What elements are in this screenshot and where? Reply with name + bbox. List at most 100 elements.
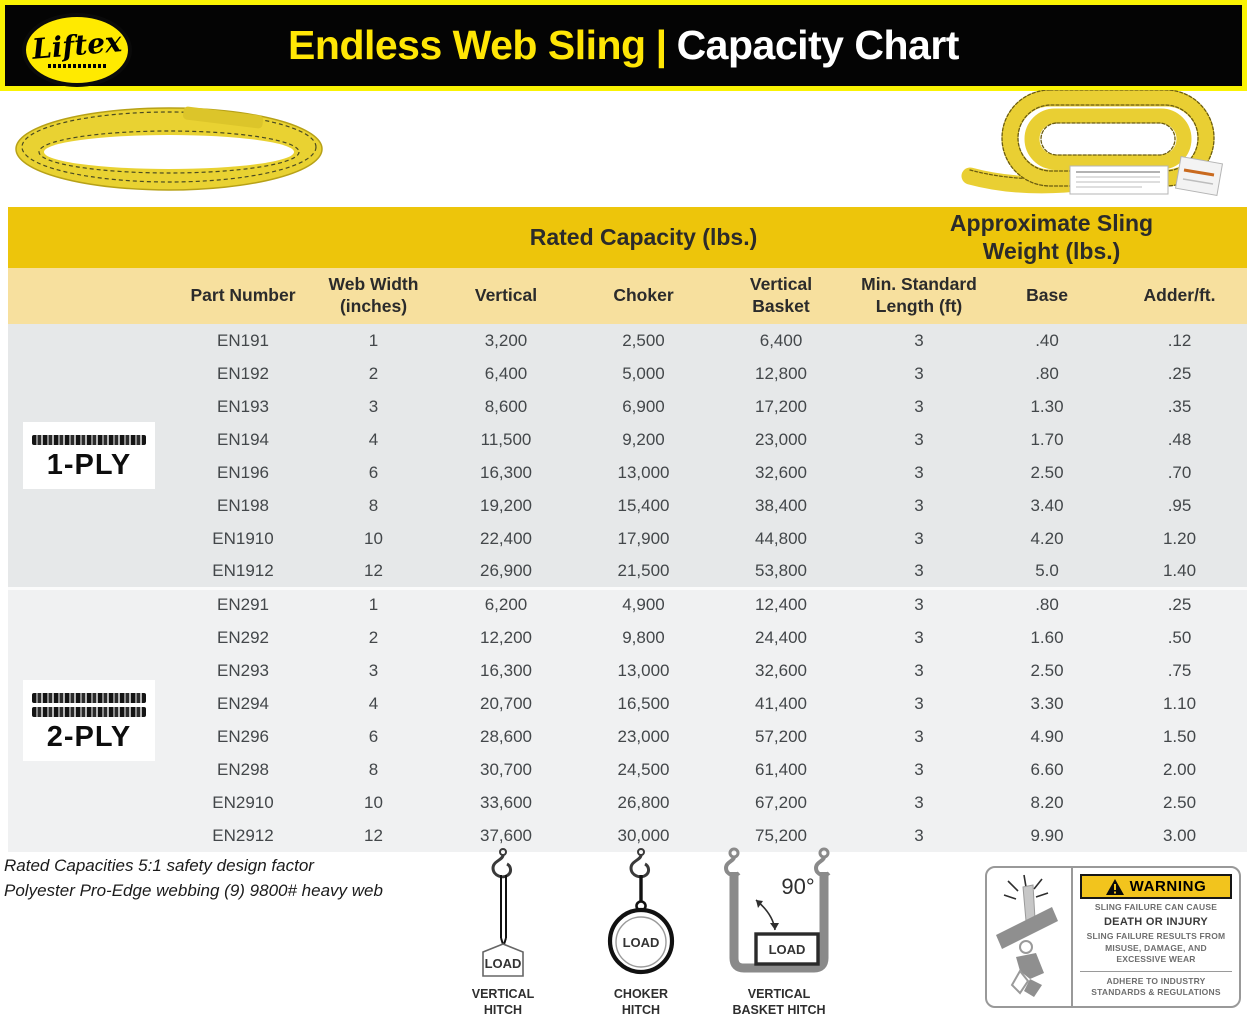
table-row: EN193 3 8,600 6,900 17,200 3 1.30.35 — [8, 390, 1247, 423]
capacity-table: Rated Capacity (lbs.) Approximate Sling … — [8, 207, 1247, 852]
sling-tag-labels — [1069, 156, 1224, 196]
vertical-hitch-label: VERTICAL HITCH — [471, 987, 535, 1018]
table-cell: 53,800 — [706, 555, 857, 588]
column-header-adder: Adder/ft. — [1112, 268, 1247, 324]
table-cell: 6 — [316, 456, 431, 489]
table-cell: 6,200 — [431, 586, 581, 621]
table-cell: 2 — [316, 357, 431, 390]
endless-sling-loop-image — [15, 106, 323, 191]
table-cell: 9,200 — [581, 423, 706, 456]
table-cell: 6,900 — [581, 390, 706, 423]
angle-label: 90° — [781, 874, 814, 899]
table-cell: 41,400 — [706, 687, 857, 720]
table-cell: 3 — [316, 390, 431, 423]
table-cell: 12 — [316, 555, 431, 588]
column-header-web-width: Web Width (inches) — [316, 268, 431, 324]
ply-label: 2-PLY — [46, 721, 132, 754]
table-cell: 3 — [856, 786, 983, 819]
table-cell: 1.30 — [982, 390, 1113, 423]
table-cell: .70 — [1112, 456, 1247, 489]
footnotes: Rated Capacities 5:1 safety design facto… — [4, 854, 383, 903]
ply-label: 1-PLY — [46, 448, 132, 481]
table-cell: 1.10 — [1112, 687, 1247, 720]
table-cell: 16,300 — [431, 456, 581, 489]
table-cell: .40 — [982, 324, 1113, 357]
vertical-basket-hitch-diagram: 90° LOAD — [723, 847, 831, 973]
vertical-hitch-figure: LOAD VERTICAL HITCH — [443, 846, 563, 1019]
table-cell: 1.60 — [982, 621, 1113, 654]
table-cell: 20,700 — [431, 687, 581, 720]
table-cell: 75,200 — [706, 819, 857, 852]
table-cell: .80 — [982, 586, 1113, 621]
table-cell: 6.60 — [982, 753, 1113, 786]
table-cell: 13,000 — [581, 654, 706, 687]
table-cell: 3 — [856, 621, 983, 654]
table-cell: 4 — [316, 423, 431, 456]
column-header-vertical-basket: Vertical Basket — [706, 268, 857, 324]
column-header-part-number: Part Number — [170, 268, 316, 324]
table-row: 2-PLY EN291 1 6,200 4,900 12,400 3.80.25 — [8, 586, 1247, 852]
table-cell: 3.30 — [982, 687, 1113, 720]
table-cell: .95 — [1112, 489, 1247, 522]
table-cell: .48 — [1112, 423, 1247, 456]
table-cell: 6,400 — [706, 324, 857, 357]
table-row: EN292 2 12,200 9,800 24,400 3 1.60.50 — [8, 621, 1247, 654]
table-cell: 12 — [316, 819, 431, 852]
warning-detail-text: SLING FAILURE RESULTS FROM MISUSE, DAMAG… — [1086, 931, 1226, 965]
table-cell: 28,600 — [431, 720, 581, 753]
table-cell: EN194 — [170, 423, 316, 456]
webbing-strip-image — [32, 707, 146, 718]
table-cell: 38,400 — [706, 489, 857, 522]
table-cell: EN292 — [170, 621, 316, 654]
table-cell: EN198 — [170, 489, 316, 522]
table-row: EN296 6 28,600 23,000 57,200 3 4.90 1.50 — [8, 720, 1247, 753]
table-row: EN198 8 19,200 15,400 38,400 3 3.40.95 — [8, 489, 1247, 522]
table-cell: 3 — [856, 654, 983, 687]
sling-lines — [500, 875, 507, 950]
table-cell: 3 — [856, 753, 983, 786]
table-row: 1-PLY EN191 1 3,200 2,500 6,400 3.40.12 — [8, 324, 1247, 588]
table-cell: 3 — [856, 423, 983, 456]
group-header-sling-weight: Approximate Sling Weight (lbs.) — [856, 207, 1247, 268]
table-cell: 3 — [856, 489, 983, 522]
table-cell: 12,400 — [706, 586, 857, 621]
table-cell: 9.90 — [982, 819, 1113, 852]
table-cell: .25 — [1112, 357, 1247, 390]
column-header-ply-spacer — [8, 268, 170, 324]
table-cell: 32,600 — [706, 654, 857, 687]
table-cell: 67,200 — [706, 786, 857, 819]
ply-label-box: 2-PLY — [23, 680, 155, 762]
load-label: LOAD — [769, 942, 806, 957]
column-header-vertical: Vertical — [431, 268, 581, 324]
table-cell: 2,500 — [581, 324, 706, 357]
table-cell: EN2912 — [170, 819, 316, 852]
warning-banner: WARNING — [1080, 874, 1232, 899]
table-cell: EN191 — [170, 324, 316, 357]
table-cell: 61,400 — [706, 753, 857, 786]
table-cell: 1.40 — [1112, 555, 1247, 588]
basket-sling-line — [729, 872, 829, 973]
table-cell: 2.50 — [982, 456, 1113, 489]
table-cell: 3 — [856, 586, 983, 621]
table-cell: .35 — [1112, 390, 1247, 423]
table-cell: 32,600 — [706, 456, 857, 489]
warning-cause-text: SLING FAILURE CAN CAUSE — [1094, 902, 1218, 912]
table-row: EN194 4 11,500 9,200 23,000 3 1.70.48 — [8, 423, 1247, 456]
table-row: EN1912 12 26,900 21,500 53,800 3 5.0 1.40 — [8, 555, 1247, 588]
table-cell: 2 — [316, 621, 431, 654]
column-header-base: Base — [982, 268, 1113, 324]
hook-icon — [491, 848, 512, 879]
table-cell: 30,000 — [581, 819, 706, 852]
table-group-header-row: Rated Capacity (lbs.) Approximate Sling … — [8, 207, 1247, 268]
table-column-header-row: Part Number Web Width (inches) Vertical … — [8, 268, 1247, 324]
page-title: Endless Web Sling | Capacity Chart — [288, 22, 959, 69]
table-cell: 8 — [316, 753, 431, 786]
title-separator: | — [655, 22, 667, 68]
hook-icon — [723, 847, 831, 878]
table-cell: 3 — [856, 324, 983, 357]
table-row: EN196 6 16,300 13,000 32,600 3 2.50.70 — [8, 456, 1247, 489]
table-cell: 37,600 — [431, 819, 581, 852]
table-cell: EN1910 — [170, 522, 316, 555]
column-header-choker: Choker — [581, 268, 706, 324]
